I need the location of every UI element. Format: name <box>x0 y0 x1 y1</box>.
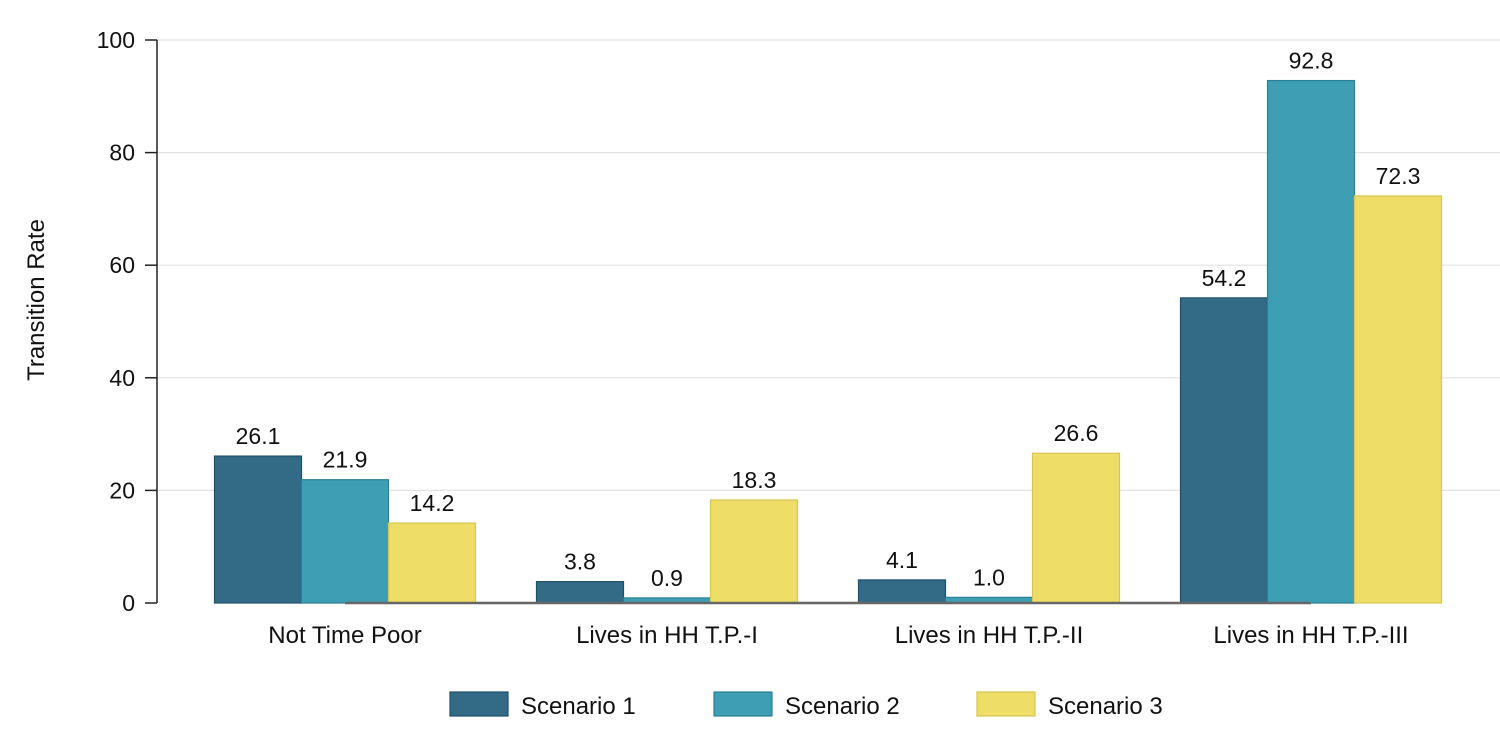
data-label: 1.0 <box>973 564 1005 590</box>
legend-label: Scenario 1 <box>521 693 636 720</box>
data-label: 4.1 <box>886 547 918 573</box>
x-tick-label: Not Time Poor <box>268 622 421 649</box>
axes: 0 20 40 60 80 100 Not Time Poor Lives in HH T.P… <box>97 27 1409 649</box>
bar <box>1031 452 1121 604</box>
bar <box>535 581 625 604</box>
data-label: 3.8 <box>564 549 596 575</box>
data-label: 21.9 <box>323 447 368 473</box>
legend-swatch <box>976 691 1036 717</box>
data-label: 54.2 <box>1202 265 1247 291</box>
legend-swatch <box>449 691 509 717</box>
legend-swatch <box>713 691 773 717</box>
y-tick-label: 80 <box>109 140 135 166</box>
bar <box>387 522 477 604</box>
y-axis-title: Transition Rate <box>23 219 50 381</box>
y-tick-label: 100 <box>97 27 135 53</box>
bar <box>857 579 947 604</box>
bar <box>1266 79 1356 604</box>
bar <box>300 479 390 604</box>
data-label: 26.1 <box>236 423 281 449</box>
data-label: 72.3 <box>1376 163 1421 189</box>
data-labels: 26.1 3.8 4.1 54.2 21.9 0.9 1.0 92.8 14.2 18.3 26.6… <box>236 48 1421 591</box>
bar <box>1179 297 1269 604</box>
legend-label: Scenario 3 <box>1048 693 1163 720</box>
data-label: 26.6 <box>1054 420 1099 446</box>
y-tick-label: 0 <box>122 590 135 616</box>
x-tick-label: Lives in HH T.P.-III <box>1213 622 1408 649</box>
data-label: 92.8 <box>1289 48 1334 74</box>
data-label: 14.2 <box>410 490 455 516</box>
bars <box>213 79 1443 604</box>
y-tick-label: 60 <box>109 252 135 278</box>
legend: Scenario 1 Scenario 2 Scenario 3 <box>449 691 1163 720</box>
bar <box>213 455 303 604</box>
bar <box>1353 195 1443 604</box>
data-label: 18.3 <box>732 467 777 493</box>
y-tick-label: 40 <box>109 365 135 391</box>
y-tick-label: 20 <box>109 477 135 503</box>
legend-label: Scenario 2 <box>785 693 900 720</box>
x-tick-label: Lives in HH T.P.-II <box>895 622 1084 649</box>
data-label: 0.9 <box>651 565 683 591</box>
bar <box>709 499 799 604</box>
x-tick-label: Lives in HH T.P.-I <box>576 622 758 649</box>
